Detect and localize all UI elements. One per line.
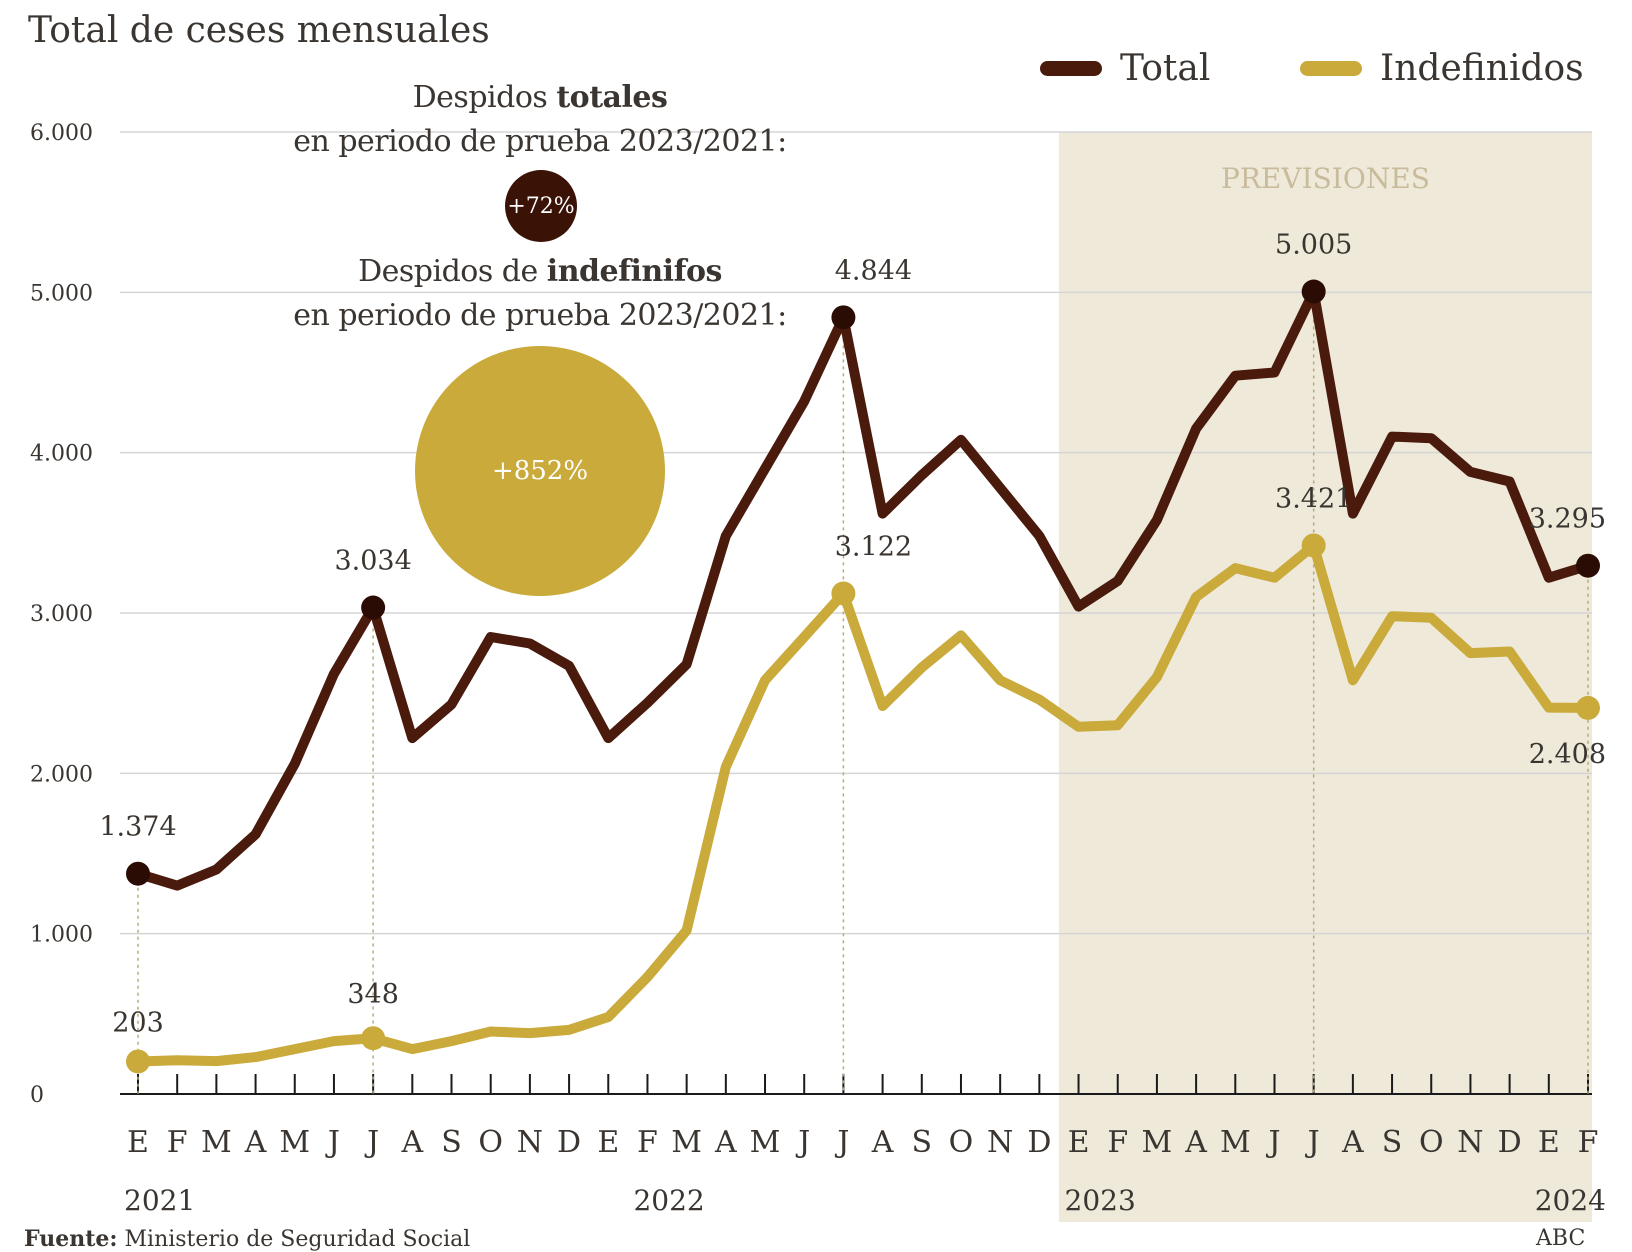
x-month-label: A — [244, 1125, 267, 1160]
data-label-total: 3.295 — [1529, 504, 1606, 535]
x-month-label: O — [949, 1125, 974, 1160]
data-label-indefinidos: 3.122 — [835, 531, 912, 562]
data-label-indefinidos: 3.421 — [1275, 483, 1352, 514]
x-month-label: A — [1184, 1125, 1207, 1160]
y-tick-label: 6.000 — [30, 121, 93, 146]
annotation-indef-pre: Despidos de — [358, 254, 547, 289]
x-month-label: D — [1027, 1125, 1051, 1160]
data-label-indefinidos: 2.408 — [1529, 739, 1606, 770]
x-month-label: E — [1068, 1125, 1090, 1160]
x-month-label: F — [167, 1125, 188, 1160]
x-month-label: F — [1578, 1125, 1599, 1160]
legend-item-indefinidos: Indefinidos — [1300, 48, 1584, 89]
y-tick-label: 0 — [30, 1083, 44, 1108]
x-month-label: S — [1382, 1125, 1403, 1160]
marker-indefinidos — [1576, 695, 1600, 720]
annotation-indefinidos: Despidos de indefinifos en periodo de pr… — [230, 250, 850, 338]
badge-totales: +72% — [505, 170, 577, 242]
y-tick-label: 4.000 — [30, 442, 93, 467]
forecast-band — [1058, 132, 1592, 1222]
x-month-label: A — [1341, 1125, 1364, 1160]
annotation-totales-line2: en periodo de prueba 2023/2021: — [293, 124, 787, 159]
x-month-label: J — [1265, 1125, 1280, 1160]
x-month-label: M — [201, 1125, 232, 1160]
x-month-label: F — [1107, 1125, 1128, 1160]
x-month-label: N — [517, 1125, 543, 1160]
credit: ABC — [1536, 1226, 1586, 1251]
source-text: Ministerio de Seguridad Social — [124, 1227, 471, 1252]
x-month-label: J — [364, 1125, 379, 1160]
badge-indefinidos-text: +852% — [491, 456, 589, 486]
marker-total — [831, 305, 856, 330]
y-tick-label: 3.000 — [30, 602, 93, 627]
data-label-indefinidos: 348 — [347, 979, 399, 1010]
x-month-label: J — [834, 1125, 849, 1160]
badge-totales-text: +72% — [507, 193, 575, 219]
x-month-label: E — [1538, 1125, 1560, 1160]
x-month-label: O — [1419, 1125, 1444, 1160]
x-year-label: 2022 — [633, 1184, 704, 1217]
data-label-total: 4.844 — [835, 255, 912, 286]
data-label-total: 3.034 — [334, 546, 411, 577]
series-line-total — [133, 286, 1593, 891]
data-label-total: 5.005 — [1275, 230, 1352, 261]
x-month-label: J — [325, 1125, 340, 1160]
x-month-label: A — [871, 1125, 894, 1160]
x-month-label: S — [441, 1125, 462, 1160]
x-month-label: D — [1498, 1125, 1522, 1160]
annotation-totales: Despidos totales en periodo de prueba 20… — [230, 76, 850, 164]
legend-swatch-total — [1040, 61, 1102, 76]
y-tick-label: 5.000 — [30, 281, 93, 306]
annotation-indef-line1: Despidos de indefinifos — [230, 250, 850, 294]
x-month-label: A — [714, 1125, 737, 1160]
forecast-label: PREVISIONES — [1221, 162, 1430, 195]
x-month-label: J — [795, 1125, 810, 1160]
x-month-label: D — [557, 1125, 581, 1160]
x-month-label: N — [987, 1125, 1013, 1160]
data-label-total: 1.374 — [99, 812, 176, 843]
data-label-indefinidos: 203 — [112, 1007, 164, 1038]
x-year-label: 2024 — [1535, 1184, 1606, 1217]
x-year-label: 2021 — [124, 1184, 195, 1217]
x-month-label: M — [279, 1125, 310, 1160]
legend-swatch-indefinidos — [1300, 61, 1362, 76]
annotation-totales-line1: Despidos totales — [230, 76, 850, 120]
x-month-label: S — [912, 1125, 933, 1160]
x-month-label: M — [671, 1125, 702, 1160]
x-month-label: M — [1220, 1125, 1251, 1160]
x-month-label: E — [597, 1125, 619, 1160]
legend-item-total: Total — [1040, 48, 1210, 89]
y-tick-label: 1.000 — [30, 923, 93, 948]
source-note: Fuente: Ministerio de Seguridad Social — [24, 1226, 470, 1252]
marker-indefinidos — [126, 1049, 150, 1074]
marker-indefinidos — [361, 1026, 386, 1051]
x-month-label: O — [478, 1125, 503, 1160]
x-year-label: 2023 — [1065, 1184, 1136, 1217]
marker-total — [1576, 553, 1600, 578]
x-month-label: N — [1457, 1125, 1483, 1160]
source-label: Fuente: — [24, 1226, 118, 1252]
chart-title: Total de ceses mensuales — [28, 10, 490, 51]
x-month-label: E — [127, 1125, 149, 1160]
marker-indefinidos — [831, 581, 856, 606]
annotation-totales-pre: Despidos — [412, 80, 557, 115]
marker-indefinidos — [1301, 533, 1326, 558]
x-month-label: A — [400, 1125, 423, 1160]
x-month-label: F — [637, 1125, 658, 1160]
annotation-totales-bold: totales — [556, 80, 668, 115]
marker-total — [126, 861, 150, 886]
x-month-label: M — [1142, 1125, 1173, 1160]
badge-indefinidos: +852% — [415, 346, 665, 596]
legend-label-indefinidos: Indefinidos — [1380, 48, 1584, 89]
marker-total — [361, 595, 386, 620]
x-month-label: J — [1305, 1125, 1320, 1160]
y-tick-label: 2.000 — [30, 762, 93, 787]
legend-label-total: Total — [1120, 48, 1211, 89]
annotation-indef-bold: indefinifos — [546, 254, 723, 289]
annotation-indef-line2: en periodo de prueba 2023/2021: — [293, 298, 787, 333]
marker-total — [1301, 279, 1326, 304]
x-month-label: M — [750, 1125, 781, 1160]
